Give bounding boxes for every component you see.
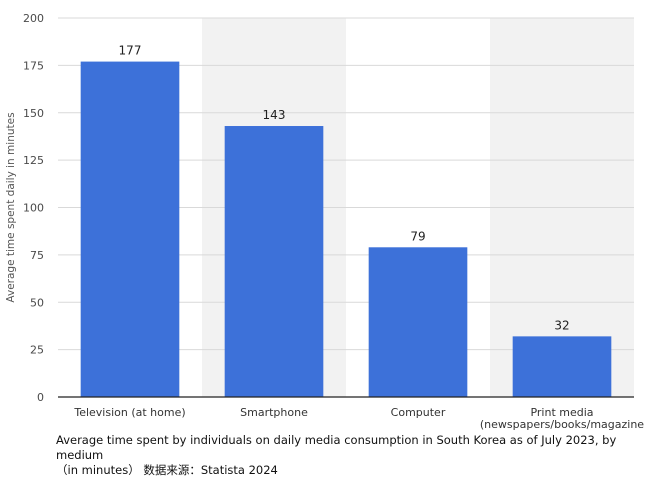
y-tick-label: 125 <box>23 154 44 167</box>
category-label: Print media (newspapers/books/magazine <box>480 406 644 431</box>
y-tick-label: 175 <box>23 59 44 72</box>
y-tick-label: 100 <box>23 202 44 215</box>
category-label: Television (at home) <box>73 406 185 419</box>
bar-chart: 0 25 50 75 100 125 150 175 200 177 143 79 32 Televi… <box>5 12 644 431</box>
data-label: 79 <box>410 229 425 243</box>
bar <box>80 61 180 398</box>
data-label: 177 <box>119 44 142 58</box>
bar <box>368 247 468 397</box>
bar <box>512 336 612 397</box>
data-label: 32 <box>554 318 569 332</box>
y-axis-ticks: 0 25 50 75 100 125 150 175 200 <box>23 12 44 404</box>
data-labels: 177 143 79 32 <box>119 44 570 333</box>
y-tick-label: 75 <box>30 249 44 262</box>
y-tick-label: 0 <box>37 391 44 404</box>
y-tick-label: 200 <box>23 12 44 25</box>
category-labels: Television (at home) Smartphone Computer Pr… <box>73 406 644 431</box>
chart-caption: Average time spent by individuals on dai… <box>56 433 646 478</box>
category-label: Smartphone <box>240 406 308 419</box>
y-tick-label: 25 <box>30 344 44 357</box>
bar <box>224 126 324 397</box>
caption-line-2: （in minutes） 数据来源：Statista 2024 <box>56 463 278 477</box>
y-tick-label: 50 <box>30 296 44 309</box>
y-axis-label: Average time spent daily in minutes <box>5 112 17 302</box>
bars <box>80 61 612 398</box>
data-label: 143 <box>263 108 286 122</box>
caption-line-1: Average time spent by individuals on dai… <box>56 433 617 462</box>
category-label: Computer <box>391 406 446 419</box>
y-tick-label: 150 <box>23 107 44 120</box>
